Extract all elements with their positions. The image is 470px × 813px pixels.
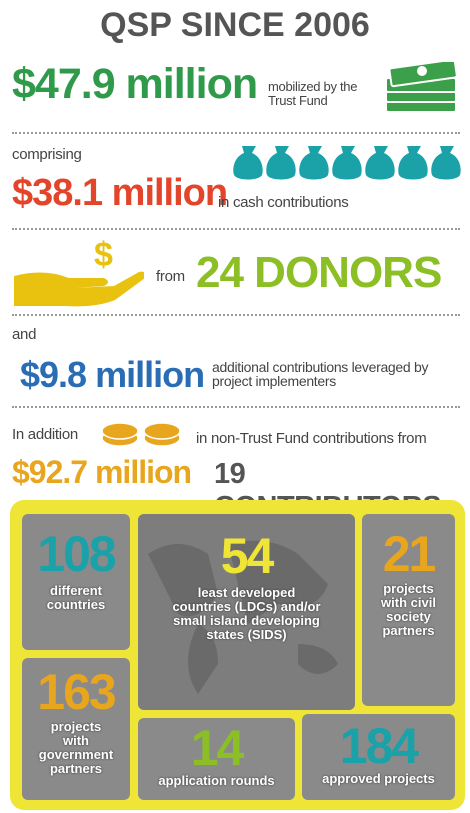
lead: and xyxy=(12,326,37,343)
hand-icon: $ xyxy=(14,236,144,307)
tile-label: least developed countries (LDCs) and/or … xyxy=(172,585,321,642)
amount: $47.9 million xyxy=(12,60,258,108)
amount: $9.8 million xyxy=(20,354,205,395)
lead: comprising xyxy=(12,146,82,163)
amount: $38.1 million xyxy=(12,172,228,214)
tile-number: 54 xyxy=(220,528,275,584)
tile-label: different countries xyxy=(46,583,106,612)
svg-text:$: $ xyxy=(94,236,113,274)
money-icon xyxy=(385,62,458,113)
tile-label: projects with civil society partners xyxy=(381,581,436,638)
tile-number: 21 xyxy=(382,526,437,582)
separator xyxy=(12,132,460,134)
tile-number: 163 xyxy=(37,664,116,720)
lead: from xyxy=(156,268,185,285)
tile: 163 projects with government partners xyxy=(22,658,130,800)
text: mobilized by the Trust Fund xyxy=(268,79,358,108)
tile-number: 14 xyxy=(190,720,245,776)
tile: 21 projects with civil society partners xyxy=(362,514,455,706)
tile: 54 least developed countries (LDCs) and/… xyxy=(138,514,355,710)
separator xyxy=(12,314,460,316)
separator xyxy=(12,406,460,408)
tile: 14 application rounds xyxy=(138,718,295,800)
tile-label: approved projects xyxy=(322,771,435,786)
amount: 24 DONORS xyxy=(196,248,442,297)
separator xyxy=(12,228,460,230)
tile-label: application rounds xyxy=(158,773,275,788)
tile: 184 approved projects xyxy=(302,714,455,800)
tile-number: 108 xyxy=(37,526,116,582)
title: QSP SINCE 2006 xyxy=(100,6,370,44)
text: additional contributions leveraged by pr… xyxy=(212,359,429,389)
text: in non-Trust Fund contributions from xyxy=(196,430,427,447)
amount: $92.7 million xyxy=(12,454,192,490)
lead: In addition xyxy=(12,426,78,443)
money-bags xyxy=(233,146,461,180)
tile-number: 184 xyxy=(339,718,419,774)
text: in cash contributions xyxy=(218,194,349,211)
tile: 108 different countries xyxy=(22,514,130,650)
tile-label: projects with government partners xyxy=(38,719,114,776)
coins-icon xyxy=(101,422,181,447)
map xyxy=(148,540,338,694)
